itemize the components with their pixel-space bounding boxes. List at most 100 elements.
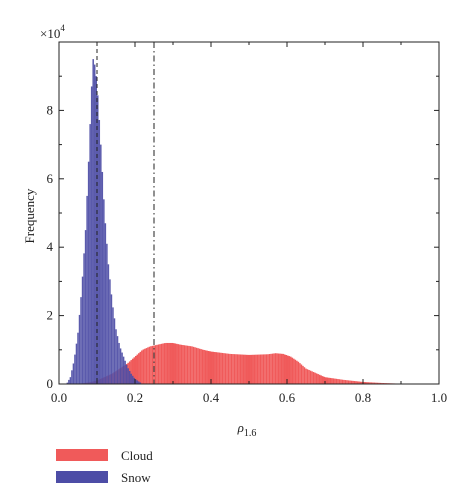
bar-snow-3 — [71, 370, 73, 384]
bar-snow-1 — [68, 379, 70, 384]
bar-cloud-142 — [293, 358, 295, 384]
bar-cloud-82 — [201, 349, 204, 384]
x-tick-label: 0.0 — [51, 390, 67, 405]
bar-cloud-197 — [376, 382, 379, 384]
bar-cloud-170 — [335, 378, 338, 384]
bar-cloud-62 — [171, 342, 173, 384]
bar-cloud-76 — [192, 346, 195, 384]
bar-cloud-117 — [255, 354, 257, 384]
bar-cloud-130 — [274, 353, 277, 384]
bar-cloud-37 — [133, 357, 135, 384]
bar-cloud-122 — [262, 354, 265, 384]
bar-snow-20 — [97, 95, 99, 384]
bar-cloud-115 — [252, 354, 254, 384]
bar-cloud-185 — [358, 381, 360, 384]
bar-cloud-134 — [280, 353, 283, 384]
plot-layer — [66, 59, 420, 385]
bar-cloud-106 — [238, 354, 240, 384]
bar-cloud-145 — [297, 361, 300, 384]
bar-cloud-70 — [183, 345, 186, 384]
bar-cloud-64 — [174, 343, 177, 384]
x-tick-label: 0.6 — [279, 390, 296, 405]
bar-cloud-186 — [359, 381, 362, 384]
bar-cloud-69 — [182, 345, 184, 384]
bar-snow-8 — [78, 314, 81, 384]
bar-snow-12 — [84, 230, 87, 384]
bar-cloud-95 — [221, 352, 224, 384]
bar-cloud-113 — [249, 354, 251, 384]
bar-cloud-183 — [355, 381, 357, 384]
bar-cloud-157 — [315, 373, 318, 384]
bar-cloud-67 — [179, 344, 181, 384]
bar-cloud-141 — [291, 357, 294, 384]
bar-snow-33 — [116, 336, 119, 384]
y-tick-label: 4 — [47, 239, 54, 254]
bar-cloud-199 — [379, 382, 382, 384]
bar-cloud-104 — [235, 354, 237, 384]
bar-cloud-42 — [141, 350, 143, 384]
bar-snow-25 — [104, 223, 107, 384]
bar-cloud-156 — [314, 372, 316, 384]
bar-snow-21 — [98, 119, 101, 384]
bar-snow-28 — [109, 279, 111, 384]
bar-cloud-43 — [142, 349, 145, 384]
bar-cloud-110 — [244, 354, 246, 384]
bar-cloud-80 — [198, 348, 201, 384]
bar-cloud-48 — [150, 346, 152, 384]
bar-cloud-174 — [341, 379, 344, 384]
bar-cloud-153 — [309, 370, 312, 384]
bar-cloud-79 — [197, 348, 199, 384]
x-tick-label: 0.2 — [127, 390, 143, 405]
bar-cloud-139 — [288, 356, 291, 384]
bar-cloud-178 — [347, 380, 350, 384]
bar-cloud-150 — [305, 368, 307, 384]
bar-cloud-44 — [144, 348, 146, 384]
bar-cloud-56 — [162, 343, 164, 384]
bar-cloud-165 — [328, 377, 330, 384]
bar-cloud-179 — [349, 380, 351, 384]
bar-cloud-191 — [367, 382, 370, 384]
bar-cloud-148 — [302, 365, 304, 384]
bar-cloud-61 — [169, 342, 172, 384]
bar-cloud-119 — [258, 354, 260, 384]
bar-snow-17 — [92, 59, 94, 384]
y-tick-label: 8 — [47, 102, 54, 117]
bar-cloud-172 — [338, 379, 341, 384]
bar-cloud-92 — [217, 352, 219, 384]
bar-snow-42 — [130, 373, 132, 384]
bar-cloud-151 — [306, 369, 309, 384]
series-snow — [66, 59, 143, 385]
bar-cloud-36 — [131, 358, 134, 384]
bar-cloud-164 — [326, 377, 329, 384]
bar-cloud-129 — [273, 353, 275, 384]
axis-layer: 0.0 0.2 0.4 0.6 0.8 1.0 0 2 4 6 8 — [47, 41, 447, 405]
bar-snow-44 — [133, 377, 135, 384]
bar-cloud-94 — [220, 352, 222, 384]
bar-cloud-52 — [156, 344, 158, 384]
bar-cloud-96 — [223, 353, 225, 384]
bar-cloud-40 — [138, 353, 140, 384]
bar-cloud-176 — [344, 380, 347, 384]
bar-cloud-55 — [160, 343, 163, 384]
bar-cloud-132 — [277, 353, 280, 384]
bar-cloud-60 — [168, 342, 170, 384]
bar-cloud-182 — [353, 381, 356, 384]
bar-cloud-77 — [194, 347, 196, 384]
bar-cloud-84 — [204, 350, 207, 384]
bar-cloud-98 — [226, 353, 228, 384]
x-tick-label: 0.8 — [355, 390, 371, 405]
y-axis-label: Frequency — [22, 188, 37, 243]
bar-cloud-38 — [135, 355, 137, 384]
bar-cloud-108 — [241, 354, 243, 384]
bar-snow-16 — [90, 86, 93, 385]
bar-cloud-194 — [372, 382, 374, 384]
y-tick-label: 6 — [47, 171, 54, 186]
bar-cloud-116 — [253, 354, 256, 384]
bar-cloud-107 — [239, 354, 242, 384]
bar-cloud-180 — [350, 380, 353, 384]
bar-cloud-87 — [209, 351, 211, 384]
bar-cloud-138 — [287, 355, 289, 384]
bar-cloud-47 — [148, 346, 151, 384]
bar-snow-4 — [72, 363, 75, 384]
